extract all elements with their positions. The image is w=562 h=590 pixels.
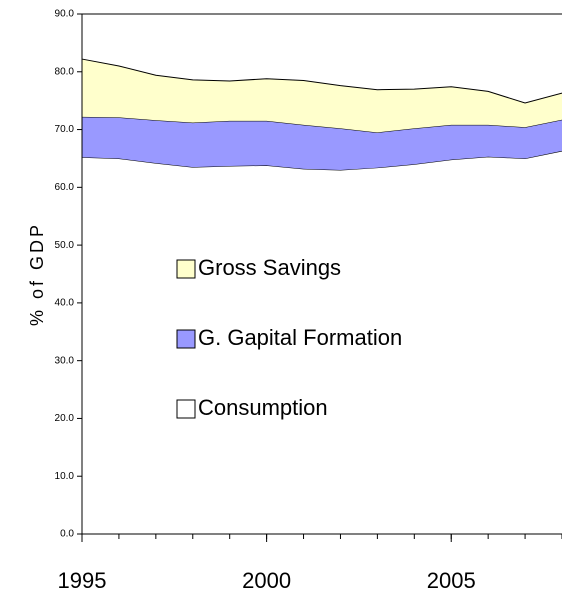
y-tick-label: 60.0 xyxy=(55,182,75,193)
y-tick-label: 20.0 xyxy=(55,413,75,424)
x-tick-label: 2000 xyxy=(242,568,291,590)
legend-label: Consumption xyxy=(198,395,328,420)
y-tick-label: 10.0 xyxy=(55,471,75,482)
legend-swatch xyxy=(176,399,196,419)
y-tick-label: 80.0 xyxy=(55,66,75,77)
x-tick-label: 1995 xyxy=(58,568,107,590)
y-tick-label: 50.0 xyxy=(55,240,75,251)
y-tick-label: 70.0 xyxy=(55,124,75,135)
area xyxy=(82,150,562,534)
y-tick-label: 90.0 xyxy=(55,9,75,20)
area-edge xyxy=(81,58,562,104)
y-tick-label: 40.0 xyxy=(55,298,75,309)
legend-label: G. Gapital Formation xyxy=(198,325,402,350)
y-tick-label: 0.0 xyxy=(60,529,74,540)
legend-swatch xyxy=(176,329,196,349)
area xyxy=(82,59,562,133)
area xyxy=(82,116,562,170)
y-tick-label: 30.0 xyxy=(55,355,75,366)
x-tick-label: 2005 xyxy=(427,568,476,590)
y-axis-label: % of GDP xyxy=(27,222,47,326)
legend-swatch xyxy=(176,259,196,279)
legend-label: Gross Savings xyxy=(198,255,341,280)
